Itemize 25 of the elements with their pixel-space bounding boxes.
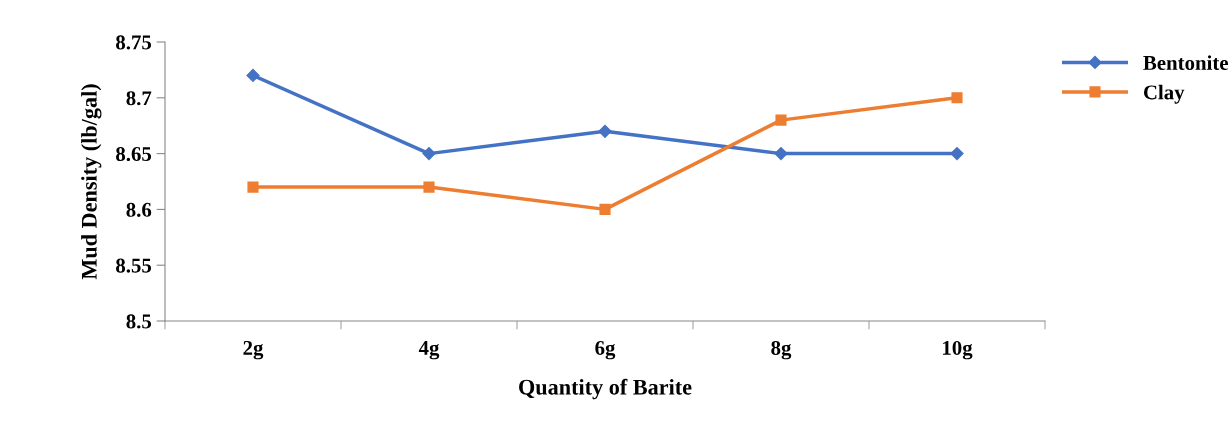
y-tick-label: 8.55 — [116, 258, 152, 273]
x-tick-label: 4g — [418, 341, 440, 360]
y-tick-label: 8.75 — [116, 35, 152, 50]
y-tick-label: 8.65 — [116, 146, 152, 162]
x-tick-label: 8g — [771, 340, 792, 360]
x-axis-title: Quantity of Barite — [519, 378, 692, 400]
point — [247, 181, 259, 193]
y-tick-label: 8.5 — [126, 314, 152, 329]
point — [774, 147, 788, 161]
point — [422, 147, 436, 161]
y-axis-title: Mud Density (lb/gal) — [81, 84, 102, 280]
x-tick-label: 10g — [943, 340, 973, 360]
point — [246, 68, 260, 83]
point — [950, 147, 964, 161]
x-tick-label: 6g — [595, 340, 616, 360]
x-tick-label: 2g — [243, 340, 264, 360]
point — [423, 181, 435, 193]
point — [598, 124, 612, 138]
legend-label: Bentonite — [1143, 55, 1229, 70]
point — [775, 114, 787, 126]
legend-label: Clay — [1143, 84, 1185, 104]
y-tick-label: 8.7 — [126, 91, 152, 106]
y-tick-label: 8.6 — [126, 202, 152, 217]
point — [599, 203, 611, 215]
point — [951, 92, 963, 104]
